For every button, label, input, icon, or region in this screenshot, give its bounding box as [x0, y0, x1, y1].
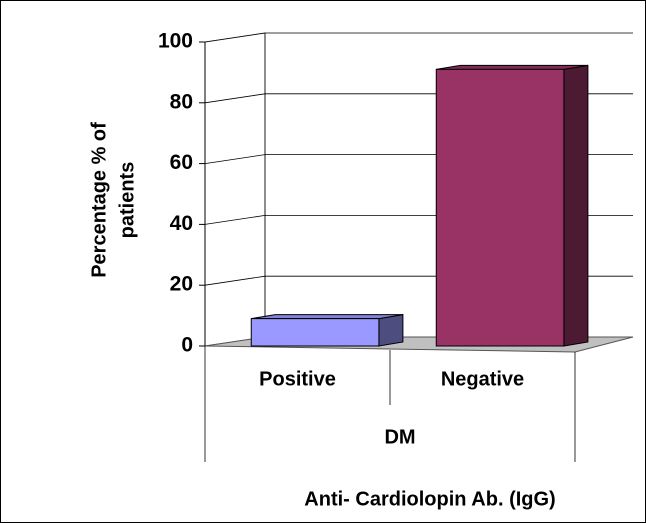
y-tick-label: 0 [181, 334, 193, 357]
y-tick-label: 80 [170, 90, 193, 113]
y-axis-label: Percentage % of patients [88, 122, 138, 278]
y-tick-label: 60 [170, 151, 193, 174]
bar-top [436, 64, 588, 70]
x-tick-label: Negative [441, 368, 524, 390]
y-axis-label-line: Percentage % of [88, 122, 110, 278]
y-tick-label: 20 [170, 273, 193, 296]
y-axis-label-line: patients [116, 162, 138, 239]
bar [435, 68, 565, 347]
y-tick-label: 40 [170, 212, 193, 235]
y-tick-label: 100 [158, 30, 193, 53]
x-tick-label: Positive [259, 368, 336, 390]
bar-side [563, 64, 589, 347]
bar-top [251, 314, 403, 320]
bar [250, 318, 380, 347]
group-label: DM [384, 426, 415, 448]
back-wall [204, 32, 266, 347]
bar-side [378, 314, 404, 347]
x-axis-title: Anti- Cardiolopin Ab. (IgG) [304, 488, 555, 510]
